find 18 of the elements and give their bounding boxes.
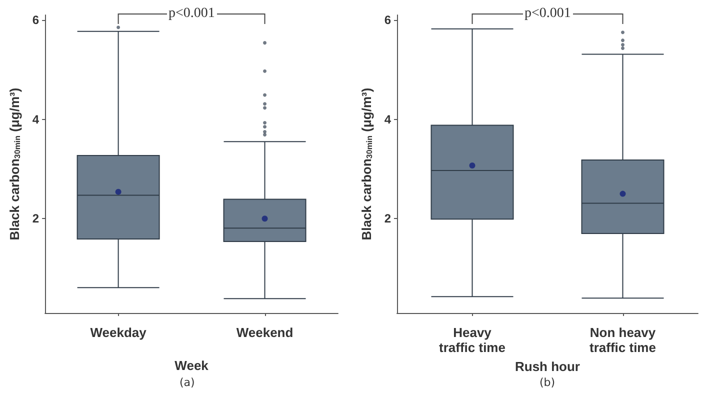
y-tick-label: 4 <box>384 112 392 126</box>
text: (a) <box>180 376 195 389</box>
x-tick-label: Heavy traffic time <box>439 325 506 355</box>
x-tick-label: Weekday <box>90 325 148 340</box>
annotation: p<0.001 <box>166 6 217 21</box>
y-tick-label: 2 <box>32 212 40 226</box>
y-tick-label: 4 <box>32 112 40 126</box>
annotation: p<0.001 <box>522 6 573 21</box>
y-tick-label: 6 <box>384 12 392 27</box>
y-tick-label: 2 <box>384 212 392 226</box>
x-axis-title: Rush hour <box>515 358 580 374</box>
y-axis-title: Black carbon30min (μg/m³) <box>7 88 22 240</box>
x-axis-title: Week <box>174 358 210 373</box>
y-axis-title: Black carbon30min (μg/m³) <box>358 88 374 240</box>
y-tick-label: 6 <box>32 12 40 27</box>
x-tick-label: Weekend <box>236 325 294 340</box>
x-tick-label: Non heavy traffic time <box>590 325 656 355</box>
text: (b) <box>540 376 556 389</box>
